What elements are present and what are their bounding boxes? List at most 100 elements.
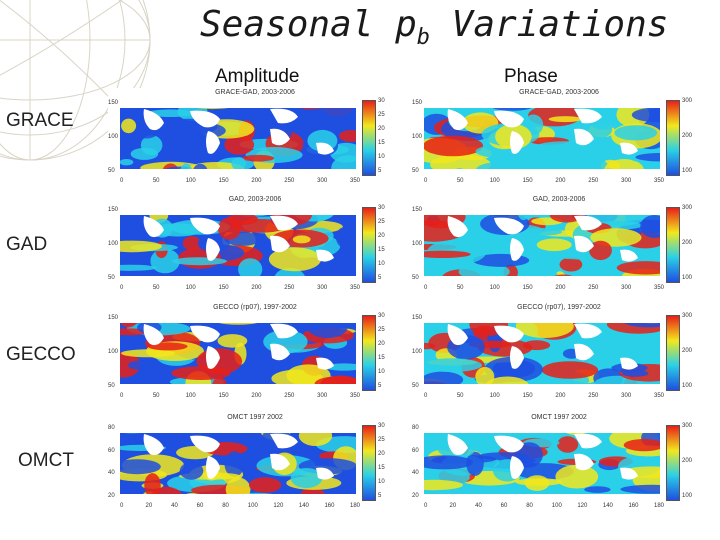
x-tick-label: 200 bbox=[555, 393, 566, 399]
phase-map-panel: GECCO (rp07), 1997-2002 150 100 50 0 50 100 150… bbox=[412, 303, 706, 408]
x-tick-label: 100 bbox=[551, 503, 562, 509]
x-tick-label: 50 bbox=[152, 393, 160, 399]
x-tick-label: 100 bbox=[247, 503, 258, 509]
y-tick-label: 50 bbox=[412, 383, 419, 389]
panel-title: OMCT 1997 2002 bbox=[531, 414, 587, 421]
colorbar-tick: 10 bbox=[378, 479, 385, 485]
x-tick-label: 300 bbox=[621, 393, 632, 399]
x-tick-label: 0 bbox=[424, 285, 428, 291]
x-tick-label: 100 bbox=[489, 393, 500, 399]
field-map bbox=[120, 99, 356, 175]
column-header-phase: Phase bbox=[504, 66, 558, 87]
colorbar-tick: 20 bbox=[378, 126, 385, 132]
x-tick-label: 250 bbox=[588, 178, 599, 184]
x-tick-label: 150 bbox=[218, 393, 229, 399]
panel-title: GRACE-GAD, 2003-2006 bbox=[519, 89, 599, 96]
x-tick-label: 100 bbox=[185, 285, 196, 291]
x-tick-label: 250 bbox=[284, 285, 295, 291]
y-tick-label: 20 bbox=[412, 493, 419, 499]
x-tick-label: 60 bbox=[196, 503, 204, 509]
y-tick-label: 100 bbox=[108, 134, 119, 140]
colorbar-tick: 25 bbox=[378, 219, 385, 225]
colorbar-tick: 200 bbox=[682, 348, 693, 354]
x-tick-label: 160 bbox=[628, 503, 639, 509]
colorbar bbox=[362, 315, 376, 391]
panel-title: GAD, 2003-2006 bbox=[532, 196, 586, 203]
phase-map-panel: GAD, 2003-2006 150 100 50 0 50 100 150 200 250 300… bbox=[412, 195, 706, 300]
x-tick-label: 140 bbox=[602, 503, 613, 509]
colorbar-tick: 200 bbox=[682, 133, 693, 139]
panel-title: OMCT 1997 2002 bbox=[227, 414, 283, 421]
x-tick-label: 350 bbox=[654, 393, 665, 399]
y-tick-label: 40 bbox=[108, 470, 115, 477]
colorbar-tick: 10 bbox=[378, 369, 385, 375]
colorbar-tick: 20 bbox=[378, 341, 385, 347]
field-map bbox=[424, 314, 660, 390]
x-tick-label: 200 bbox=[251, 393, 262, 399]
colorbar bbox=[666, 207, 680, 283]
x-tick-label: 180 bbox=[350, 503, 361, 509]
y-tick-label: 100 bbox=[412, 349, 423, 355]
x-tick-label: 100 bbox=[489, 285, 500, 291]
colorbar-tick: 15 bbox=[378, 355, 385, 361]
x-tick-label: 140 bbox=[298, 503, 309, 509]
y-tick-label: 100 bbox=[108, 349, 119, 355]
colorbar-tick: 100 bbox=[682, 168, 693, 174]
colorbar-tick: 30 bbox=[378, 423, 385, 429]
y-tick-label: 100 bbox=[108, 241, 119, 247]
x-tick-label: 100 bbox=[185, 178, 196, 184]
y-tick-label: 50 bbox=[108, 168, 115, 174]
x-tick-label: 200 bbox=[251, 178, 262, 184]
colorbar bbox=[362, 425, 376, 501]
colorbar-tick: 300 bbox=[682, 98, 693, 104]
x-tick-label: 250 bbox=[284, 393, 295, 399]
x-tick-label: 200 bbox=[555, 285, 566, 291]
colorbar-tick: 10 bbox=[378, 154, 385, 160]
amplitude-map-panel: OMCT 1997 2002 80 60 40 20 0 20 40 60 80 100 120 140… bbox=[108, 413, 402, 518]
y-tick-label: 100 bbox=[412, 134, 423, 140]
x-tick-label: 180 bbox=[654, 503, 665, 509]
x-tick-label: 250 bbox=[284, 178, 295, 184]
y-tick-label: 80 bbox=[108, 425, 115, 431]
x-tick-label: 120 bbox=[273, 503, 284, 509]
x-tick-label: 50 bbox=[152, 178, 160, 184]
y-tick-label: 60 bbox=[412, 447, 419, 454]
colorbar-tick: 5 bbox=[378, 275, 382, 281]
y-tick-label: 100 bbox=[412, 241, 423, 247]
colorbar-tick: 300 bbox=[682, 313, 693, 319]
x-tick-label: 350 bbox=[654, 285, 665, 291]
x-tick-label: 100 bbox=[185, 393, 196, 399]
x-tick-label: 300 bbox=[317, 178, 328, 184]
colorbar bbox=[666, 425, 680, 501]
x-tick-label: 80 bbox=[222, 503, 229, 509]
colorbar-tick: 100 bbox=[682, 493, 693, 499]
colorbar-tick: 15 bbox=[378, 247, 385, 253]
phase-map-panel: GRACE-GAD, 2003-2006 150 100 50 0 50 100 150 200… bbox=[412, 88, 706, 193]
panel-title: GAD, 2003-2006 bbox=[228, 196, 282, 203]
x-tick-label: 160 bbox=[324, 503, 335, 509]
x-tick-label: 150 bbox=[522, 285, 533, 291]
field-map bbox=[120, 206, 356, 282]
x-tick-label: 350 bbox=[350, 178, 361, 184]
colorbar-tick: 25 bbox=[378, 437, 385, 443]
colorbar-tick: 5 bbox=[378, 493, 382, 499]
x-tick-label: 40 bbox=[171, 503, 178, 509]
colorbar-tick: 20 bbox=[378, 233, 385, 239]
phase-map-panel: OMCT 1997 2002 80 60 40 20 0 20 40 60 80 100 120 140… bbox=[412, 413, 706, 518]
y-tick-label: 50 bbox=[108, 383, 115, 389]
x-tick-label: 120 bbox=[577, 503, 588, 509]
column-header-amplitude: Amplitude bbox=[215, 66, 300, 87]
x-tick-label: 0 bbox=[424, 178, 428, 184]
row-label-omct: OMCT bbox=[18, 450, 74, 471]
field-map bbox=[424, 424, 660, 500]
x-tick-label: 350 bbox=[654, 178, 665, 184]
x-tick-label: 150 bbox=[522, 178, 533, 184]
x-tick-label: 350 bbox=[350, 393, 361, 399]
field-map bbox=[120, 314, 356, 390]
x-tick-label: 80 bbox=[526, 503, 533, 509]
panel-title: GRACE-GAD, 2003-2006 bbox=[215, 89, 295, 96]
x-tick-label: 0 bbox=[424, 393, 428, 399]
colorbar-tick: 100 bbox=[682, 275, 693, 281]
field-map bbox=[424, 206, 660, 282]
x-tick-label: 150 bbox=[522, 393, 533, 399]
